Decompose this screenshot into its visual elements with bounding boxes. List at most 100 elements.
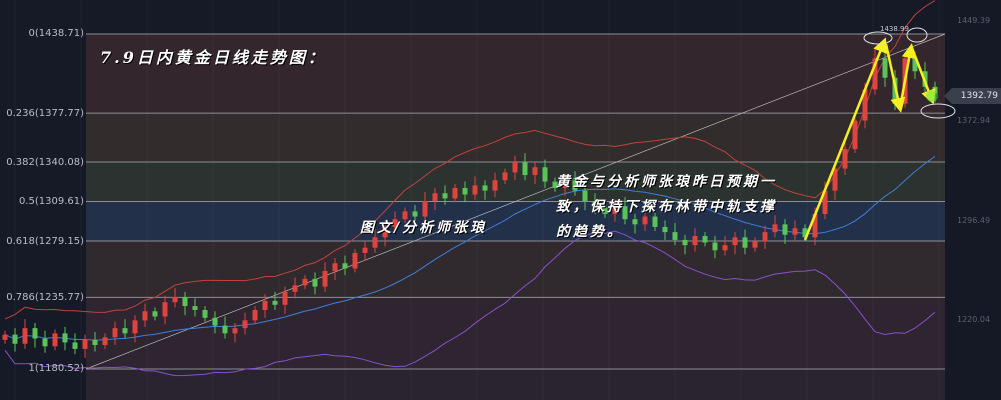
candle-body	[742, 237, 748, 248]
candle-body	[522, 162, 528, 176]
analysis-line: 的趋势。	[556, 224, 624, 240]
candle-body	[492, 180, 498, 191]
candle-body	[722, 245, 728, 251]
price-axis-area	[945, 0, 1001, 400]
candle-body	[792, 228, 798, 235]
candle-body	[432, 193, 438, 202]
candle-body	[842, 149, 848, 169]
candle-body	[502, 172, 508, 181]
candle-body	[232, 328, 238, 334]
candle-body	[802, 228, 808, 238]
candle-body	[52, 333, 58, 347]
current-price-glow	[926, 90, 938, 102]
chart-title: 7.9日内黄金日线走势图：	[100, 48, 327, 67]
candle-body	[202, 309, 208, 318]
candle-body	[82, 339, 88, 349]
candle-body	[532, 167, 538, 176]
wave-arrow	[803, 37, 888, 241]
candle-body	[882, 58, 888, 78]
candle-body	[302, 278, 308, 286]
fib-zone	[86, 34, 945, 114]
candle-body	[162, 302, 168, 317]
fib-zone	[86, 369, 945, 400]
top-circle	[863, 31, 893, 45]
candle-body	[392, 219, 398, 227]
candle-body	[912, 58, 918, 72]
fib-zone	[86, 297, 945, 369]
fib-label-05: 0.5(1309.61)	[18, 196, 84, 207]
wave-arrow	[898, 43, 917, 109]
candle-body	[782, 224, 788, 235]
wave-arrow	[884, 43, 906, 113]
candle-body	[212, 317, 218, 326]
candle-body	[172, 297, 178, 303]
candle-body	[342, 263, 348, 269]
candle-body	[112, 328, 118, 338]
candle-body	[322, 271, 328, 287]
candle-body	[152, 311, 158, 317]
candle-body	[372, 237, 378, 248]
candle-body	[22, 328, 28, 344]
candle-body	[542, 167, 548, 182]
current-price-tag: 1392.79	[944, 88, 1001, 104]
candle-body	[242, 320, 248, 329]
candle-body	[562, 180, 568, 189]
candle-body	[862, 89, 868, 121]
candle-body	[652, 216, 658, 227]
candle-body	[662, 226, 668, 233]
axis-tick: 1372.94	[957, 116, 991, 125]
candle-body	[2, 334, 8, 340]
candle-body	[122, 328, 128, 334]
candle-body	[462, 188, 468, 195]
candle-body	[12, 334, 18, 344]
candle-body	[452, 188, 458, 199]
candle-body	[712, 242, 718, 251]
fib-zone	[86, 201, 945, 242]
candle-body	[192, 306, 198, 310]
bollinger-middle-line	[4, 155, 936, 341]
candle-body	[352, 252, 358, 269]
candle-body	[292, 285, 298, 292]
candle-body	[872, 58, 878, 90]
candle-body	[822, 190, 828, 214]
candle-body	[32, 328, 38, 339]
high-marker-label: 1438.99	[880, 25, 909, 33]
fib-label-0618: 0.618(1279.15)	[6, 236, 84, 247]
analysis-line: 致，保持下探布林带中轨支撑	[556, 199, 777, 215]
axis-tick: 1296.49	[957, 216, 991, 225]
candle-body	[412, 211, 418, 217]
candle-body	[402, 211, 408, 220]
candle-body	[632, 219, 638, 225]
fib-label-1: 1(1180.52)	[28, 363, 84, 374]
candle-body	[252, 309, 258, 321]
candle-body	[692, 236, 698, 246]
bollinger-upper-line	[4, 0, 936, 320]
candle-body	[552, 181, 558, 189]
candle-body	[642, 216, 648, 225]
candle-body	[312, 278, 318, 287]
top-circle	[906, 27, 928, 43]
candle-body	[442, 193, 448, 199]
candle-body	[42, 338, 48, 347]
fib-label-0382: 0.382(1340.08)	[6, 157, 84, 168]
candle-body	[382, 226, 388, 238]
candle-body	[72, 342, 78, 349]
candle-body	[772, 224, 778, 233]
fib-label-0236: 0.236(1377.77)	[6, 108, 84, 119]
axis-tick: 1220.04	[957, 315, 991, 324]
candle-body	[702, 236, 708, 243]
candle-body	[732, 237, 738, 246]
candle-body	[672, 232, 678, 240]
candle-body	[612, 206, 618, 214]
candle-body	[832, 168, 838, 191]
candle-body	[682, 239, 688, 246]
candle-body	[472, 185, 478, 195]
candle-body	[92, 339, 98, 346]
candle-body	[182, 297, 188, 307]
author-credit: 图文/分析师张琅	[360, 220, 488, 236]
candle-body	[62, 333, 68, 343]
candle-body	[752, 241, 758, 248]
analysis-line: 黄金与分析师张琅昨日预期一	[556, 174, 777, 190]
